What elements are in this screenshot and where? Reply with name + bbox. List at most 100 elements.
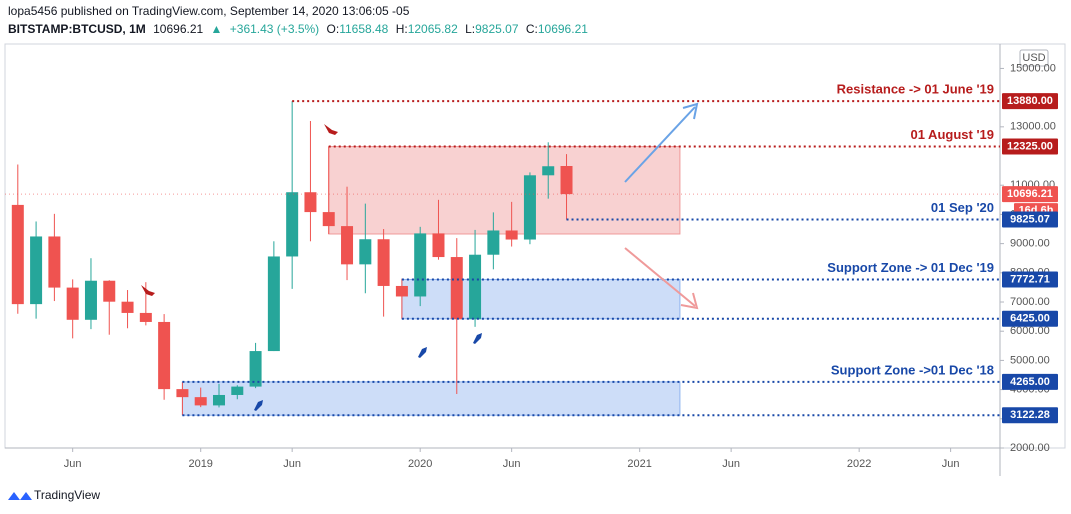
y-tick-label: 9000.00: [1010, 238, 1050, 250]
x-tick-label: Jun: [283, 458, 301, 470]
l-label: L:: [465, 22, 475, 36]
candle-body: [194, 397, 207, 406]
price-tag-label: 12325.00: [1007, 140, 1053, 152]
price-tag-label: 3122.28: [1010, 409, 1050, 421]
candle-body: [176, 389, 189, 398]
candle-body: [139, 312, 152, 322]
change: +361.43 (+3.5%): [230, 22, 319, 36]
x-tick-label: Jun: [503, 458, 521, 470]
x-tick-label: Jun: [722, 458, 740, 470]
rocket-icon: [473, 333, 482, 344]
up-arrow-head: [682, 102, 699, 120]
price-tag: [1002, 186, 1058, 203]
candle-body: [11, 204, 24, 305]
rocket-icon: [418, 347, 427, 358]
x-tick-label: Jun: [942, 458, 960, 470]
y-tick-label: 13000.00: [1010, 121, 1056, 133]
candle-body: [212, 394, 225, 406]
l: 9825.07: [475, 22, 519, 36]
y-tick-label: 15000.00: [1010, 62, 1056, 74]
price-tag: [1002, 211, 1058, 228]
candle-body: [341, 226, 354, 265]
candle-body: [560, 166, 573, 195]
candle-body: [267, 256, 280, 352]
price-tag: [1002, 271, 1058, 288]
h: 12065.82: [408, 22, 458, 36]
candle-body: [286, 192, 299, 257]
annotation: Support Zone -> 01 Dec '19: [827, 260, 994, 275]
candle-body: [505, 230, 518, 240]
price-tag-label: 10696.21: [1007, 188, 1053, 200]
y-tick-label: 7000.00: [1010, 296, 1050, 308]
price-tag: [1002, 310, 1058, 327]
candle-body: [121, 301, 134, 313]
annotation: Support Zone ->01 Dec '18: [831, 362, 994, 377]
o-label: O:: [327, 22, 340, 36]
candle-body: [377, 239, 390, 286]
candle-body: [249, 351, 262, 387]
down-arrow: [624, 247, 696, 307]
candle-body: [158, 321, 171, 390]
candle-body: [450, 257, 463, 320]
footer-logo[interactable]: TradingView: [34, 488, 100, 502]
price-tag: [1002, 373, 1058, 390]
annotation: 01 August '19: [910, 127, 994, 142]
rocket-icon: [324, 124, 338, 135]
candle-body: [231, 386, 244, 395]
x-tick-label: 2019: [188, 458, 212, 470]
x-tick-label: 2020: [408, 458, 432, 470]
zone: [328, 146, 681, 235]
annotation: 01 Sep '20: [931, 200, 994, 215]
price-tag: [1002, 93, 1058, 110]
publisher: lopa5456 published on TradingView.com, S…: [8, 4, 410, 18]
price-tag-label: 4265.00: [1010, 376, 1050, 388]
zone: [181, 381, 681, 416]
candle-body: [432, 233, 445, 258]
currency-box[interactable]: [1019, 49, 1049, 67]
price-tag-label: 9825.07: [1010, 213, 1050, 225]
drawings: [141, 102, 699, 411]
down-arrow-head: [680, 292, 699, 310]
price-tag-label: 7772.71: [1010, 273, 1050, 285]
change-arrow: ▲: [211, 22, 223, 36]
candle-body: [395, 285, 408, 297]
candle-body: [414, 233, 427, 297]
candle-body: [84, 280, 97, 320]
candle-body: [48, 236, 61, 288]
candle-body: [30, 236, 43, 305]
annotation: Resistance -> 01 June '19: [837, 82, 994, 97]
plot: 2000.003000.004000.005000.006000.007000.…: [5, 62, 1058, 470]
candle-body: [469, 254, 482, 320]
candle-body: [322, 212, 335, 227]
symbol-line: BITSTAMP:BTCUSD, 1M 10696.21 ▲ +361.43 (…: [8, 22, 588, 36]
y-tick-label: 2000.00: [1010, 442, 1050, 454]
price-tag-label: 13880.00: [1007, 95, 1053, 107]
c: 10696.21: [538, 22, 588, 36]
candle-body: [359, 239, 372, 265]
rocket-icon: [141, 285, 155, 296]
candle-body: [542, 166, 555, 176]
candle-body: [103, 280, 116, 302]
x-tick-label: 2021: [627, 458, 651, 470]
candle-body: [66, 287, 79, 320]
currency: USD: [1022, 52, 1045, 64]
x-tick-label: 2022: [847, 458, 871, 470]
c-label: C:: [526, 22, 538, 36]
price-tag: [1002, 138, 1058, 155]
x-tick-label: Jun: [64, 458, 82, 470]
candle-body: [523, 175, 536, 240]
candle-body: [304, 192, 317, 213]
candle-body: [487, 230, 500, 255]
price-tag-label: 6425.00: [1010, 313, 1050, 325]
up-arrow: [624, 106, 696, 183]
last: 10696.21: [153, 22, 203, 36]
rocket-icon: [254, 400, 263, 411]
h-label: H:: [396, 22, 408, 36]
y-tick-label: 5000.00: [1010, 354, 1050, 366]
price-tag: [1002, 407, 1058, 424]
logo-icon: [8, 492, 32, 500]
y-tick-label: 6000.00: [1010, 325, 1050, 337]
symbol: BITSTAMP:BTCUSD, 1M: [8, 22, 146, 36]
